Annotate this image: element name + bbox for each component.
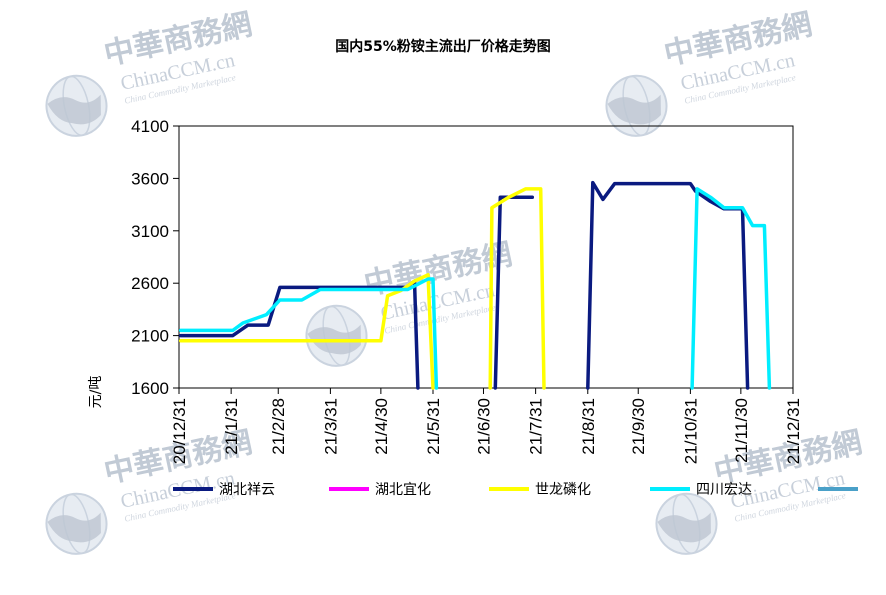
- x-tick-label: 21/1/31: [222, 398, 241, 455]
- legend-label: 湖北祥云: [219, 482, 275, 498]
- x-tick-label: 21/9/30: [629, 398, 648, 455]
- x-tick-label: 20/12/31: [170, 398, 189, 464]
- y-tick-label: 2600: [131, 274, 169, 293]
- x-tick-label: 21/7/31: [527, 398, 546, 455]
- series-line-2: [488, 187, 546, 390]
- globe-icon: [305, 304, 368, 367]
- y-tick-label: 1600: [131, 379, 169, 398]
- axes: 1600 2100 2600 3100 3600 4100 20/12/31 21/1/31 2…: [131, 117, 803, 464]
- chart-title: 国内55%粉铵主流出厂价格走势图: [335, 38, 551, 55]
- series-line-3: [178, 277, 439, 390]
- legend-label: 湖北宜化: [375, 482, 431, 498]
- x-tick-label: 21/11/30: [732, 398, 751, 463]
- x-tick-label: 21/2/28: [269, 398, 288, 455]
- globe-icon: [655, 492, 718, 555]
- series-layer: [178, 180, 772, 390]
- x-tick-label: 21/8/31: [579, 398, 598, 455]
- legend-label: 四川宏达: [696, 482, 752, 498]
- globe-icon: [605, 74, 668, 137]
- y-tick-label: 3600: [131, 169, 169, 188]
- y-axis-label: 元/吨: [88, 376, 104, 409]
- legend-label: 世龙磷化: [535, 482, 591, 498]
- x-tick-label: 21/4/30: [372, 398, 391, 455]
- x-tick-label: 21/5/31: [424, 398, 443, 455]
- x-tick-label: 21/3/31: [321, 398, 340, 455]
- globe-icon: [45, 74, 108, 137]
- plot-frame: [178, 125, 794, 389]
- y-tick-label: 2100: [131, 327, 169, 346]
- series-line-0: [493, 195, 535, 390]
- y-tick-label: 3100: [131, 222, 169, 241]
- series-line-3: [690, 187, 772, 390]
- x-tick-label: 21/10/31: [681, 398, 700, 464]
- globe-icon: [45, 492, 108, 555]
- x-tick-label: 21/12/31: [784, 398, 803, 464]
- legend: 湖北祥云 湖北宜化 世龙磷化 四川宏达: [173, 482, 858, 498]
- series-line-0: [586, 180, 750, 390]
- x-tick-label: 21/6/30: [474, 398, 493, 455]
- y-tick-label: 4100: [131, 117, 169, 136]
